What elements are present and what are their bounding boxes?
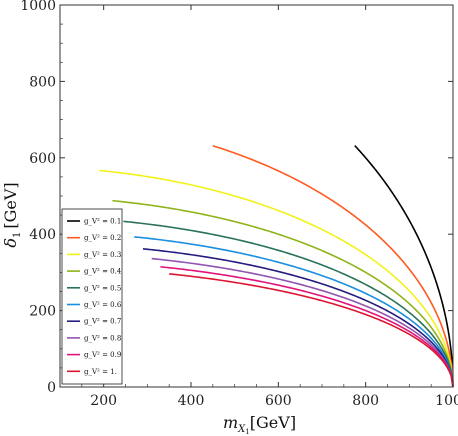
- y-tick-label: 200: [29, 304, 56, 320]
- series-line: [212, 145, 454, 388]
- series-line: [123, 220, 454, 388]
- x-axis-label-unit: [GeV]: [250, 413, 296, 432]
- y-tick-label: 1000: [20, 0, 56, 14]
- legend-label: g_V² = 0.6: [84, 301, 122, 309]
- curves-layer: [99, 145, 454, 388]
- x-axis-label-subsub: 1: [245, 428, 249, 436]
- series-line: [142, 248, 454, 388]
- legend-label: g_V² = 0.2: [84, 234, 121, 242]
- y-tick-label: 600: [29, 151, 56, 167]
- x-axis-ticks: 200 400 600 800 1000: [59, 5, 458, 409]
- legend-label: g_V² = 1.: [84, 368, 117, 376]
- y-tick-label: 800: [29, 74, 56, 90]
- series-line: [134, 236, 454, 388]
- y-tick-label: 0: [47, 380, 56, 396]
- legend-label: g_V² = 0.3: [84, 251, 121, 259]
- x-tick-label: 1000: [435, 393, 458, 409]
- x-tick-label: 200: [90, 393, 117, 409]
- y-axis-label-unit: [GeV]: [1, 182, 20, 228]
- x-tick-label: 800: [352, 393, 379, 409]
- series-line: [151, 257, 454, 388]
- legend-label: g_V² = 0.8: [84, 334, 121, 342]
- x-axis-label-main: m: [223, 413, 238, 432]
- x-tick-label: 400: [178, 393, 205, 409]
- x-axis-label: mX1[GeV]: [223, 413, 296, 436]
- y-axis-label-main: δ: [1, 238, 20, 248]
- y-axis-label-sub: 1: [12, 232, 23, 238]
- series-line: [169, 273, 454, 388]
- legend-label: g_V² = 0.7: [84, 318, 121, 326]
- y-axis-ticks: 0 200 400 600 800 1000: [20, 0, 453, 396]
- legend: g_V² = 0.1 g_V² = 0.2 g_V² = 0.3 g_V² = 0.4…: [61, 208, 123, 385]
- legend-label: g_V² = 0.4: [84, 268, 122, 276]
- x-tick-label: 600: [265, 393, 292, 409]
- series-line: [112, 199, 454, 388]
- series-line: [99, 169, 454, 388]
- series-line: [354, 145, 454, 388]
- legend-label: g_V² = 0.1: [84, 218, 121, 226]
- legend-label: g_V² = 0.9: [84, 351, 121, 359]
- series-line: [160, 266, 454, 388]
- y-axis-label: δ1 [GeV]: [1, 182, 23, 247]
- y-tick-label: 400: [29, 227, 56, 243]
- legend-label: g_V² = 0.5: [84, 284, 121, 292]
- x-axis-label-sub: X: [237, 424, 246, 435]
